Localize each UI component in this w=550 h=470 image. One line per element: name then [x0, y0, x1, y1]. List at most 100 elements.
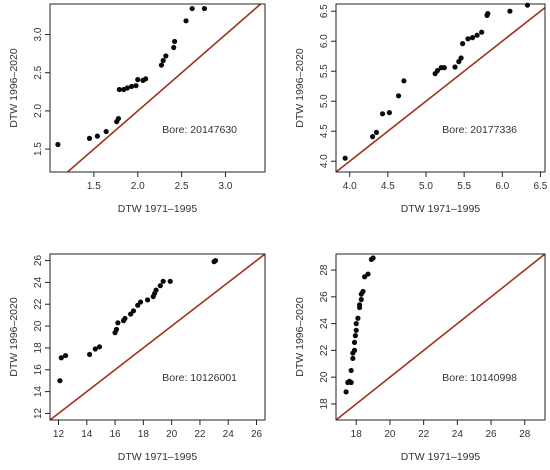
- y-tick-label: 4.0: [319, 154, 330, 168]
- data-point: [386, 110, 392, 116]
- data-point: [62, 352, 69, 359]
- y-tick-label: 3.0: [33, 27, 44, 41]
- x-axis-title: DTW 1971–1995: [118, 203, 198, 215]
- data-point: [153, 287, 159, 293]
- data-point: [103, 128, 109, 135]
- x-tick-label: 4.5: [381, 181, 395, 192]
- data-point: [94, 133, 100, 139]
- x-axis-title: DTW 1971–1995: [118, 451, 198, 463]
- bore-annotation: Bore: 10126001: [162, 372, 237, 384]
- y-tick-label: 28: [319, 264, 330, 276]
- data-point: [355, 315, 361, 321]
- x-tick-label: 2.0: [131, 181, 145, 192]
- data-point: [96, 344, 103, 350]
- data-point: [356, 302, 363, 308]
- x-tick-label: 18: [351, 429, 363, 440]
- x-tick-label: 22: [194, 429, 206, 440]
- data-point: [160, 57, 166, 64]
- data-point: [370, 255, 376, 261]
- data-point: [401, 78, 407, 84]
- data-point: [144, 297, 151, 303]
- data-point: [157, 283, 163, 289]
- y-tick-label: 14: [33, 386, 44, 398]
- data-point: [353, 321, 359, 327]
- x-tick-label: 22: [418, 429, 430, 440]
- plot-frame: [335, 253, 546, 421]
- data-point: [135, 77, 141, 83]
- plot-frame: [49, 253, 266, 421]
- data-point: [189, 5, 195, 12]
- x-tick-label: 6.5: [533, 181, 547, 192]
- data-point: [55, 141, 61, 148]
- data-point: [137, 299, 144, 305]
- x-tick-label: 6.0: [495, 181, 509, 192]
- x-tick-label: 18: [138, 429, 150, 440]
- x-tick-label: 2.5: [175, 181, 189, 192]
- data-point: [507, 8, 513, 14]
- y-tick-label: 4.5: [319, 124, 330, 138]
- data-point: [524, 2, 531, 8]
- data-point: [115, 115, 122, 122]
- reference-line: [66, 4, 262, 172]
- y-tick-label: 18: [33, 342, 44, 354]
- data-point: [113, 326, 120, 332]
- data-point: [351, 347, 358, 353]
- data-point: [143, 76, 149, 82]
- data-point: [370, 134, 376, 140]
- x-tick-label: 26: [486, 429, 498, 440]
- scatter-panel-2: 4.0 4.5 5.0 5.5 6.0 6.5 4.0 4.5 5.0 5.5 6.0 6.5 DTW …: [294, 2, 548, 215]
- data-point: [167, 278, 173, 284]
- reference-line: [336, 6, 545, 172]
- y-tick-label: 22: [33, 298, 44, 310]
- data-point: [452, 64, 458, 70]
- data-point: [434, 68, 441, 74]
- x-tick-label: 12: [53, 429, 65, 440]
- reference-line: [50, 254, 265, 420]
- x-tick-label: 20: [384, 429, 396, 440]
- data-point: [479, 29, 485, 35]
- data-point: [469, 35, 476, 41]
- y-tick-label: 2.0: [33, 104, 44, 118]
- data-point: [379, 111, 386, 117]
- data-point: [124, 85, 130, 91]
- y-axis-title: DTW 1996–2020: [8, 297, 20, 377]
- data-point: [485, 11, 491, 17]
- data-point: [458, 55, 464, 61]
- x-tick-label: 5.5: [457, 181, 471, 192]
- data-point: [348, 379, 354, 386]
- data-point: [460, 41, 466, 47]
- y-axis-title: DTW 1996–2020: [294, 297, 306, 377]
- data-point: [348, 367, 354, 374]
- data-point: [352, 333, 358, 339]
- plot-frame: [49, 3, 266, 173]
- x-tick-label: 16: [110, 429, 122, 440]
- y-tick-label: 18: [319, 398, 330, 410]
- data-point: [465, 36, 471, 42]
- y-tick-label: 12: [33, 407, 44, 419]
- x-tick-label: 20: [166, 429, 178, 440]
- data-point: [87, 351, 93, 358]
- y-tick-label: 26: [33, 255, 44, 267]
- y-tick-label: 6.0: [319, 34, 330, 48]
- data-point: [129, 83, 135, 90]
- data-point: [130, 308, 137, 314]
- y-tick-label: 24: [319, 318, 330, 330]
- data-point: [115, 320, 121, 326]
- data-point: [183, 18, 189, 24]
- data-point: [171, 44, 177, 51]
- data-point: [474, 32, 480, 38]
- y-tick-label: 20: [33, 320, 44, 332]
- data-point: [395, 93, 402, 99]
- y-axis-title: DTW 1996–2020: [8, 48, 20, 128]
- y-tick-label: 1.5: [33, 142, 44, 156]
- y-tick-label: 20: [319, 371, 330, 383]
- scatter-panel-4: 18 20 22 24 26 28 18 20 22 24 26 28 DTW 1971–1995 DTW…: [294, 253, 546, 463]
- x-tick-label: 14: [81, 429, 93, 440]
- scatter-panel-3: 12 14 16 18 20 22 24 26 12 14 16 18 20 22 24 26 DTW 1971…: [8, 253, 266, 463]
- data-point: [163, 53, 169, 59]
- x-tick-label: 1.5: [87, 181, 101, 192]
- data-point: [342, 155, 348, 161]
- data-point: [212, 257, 219, 264]
